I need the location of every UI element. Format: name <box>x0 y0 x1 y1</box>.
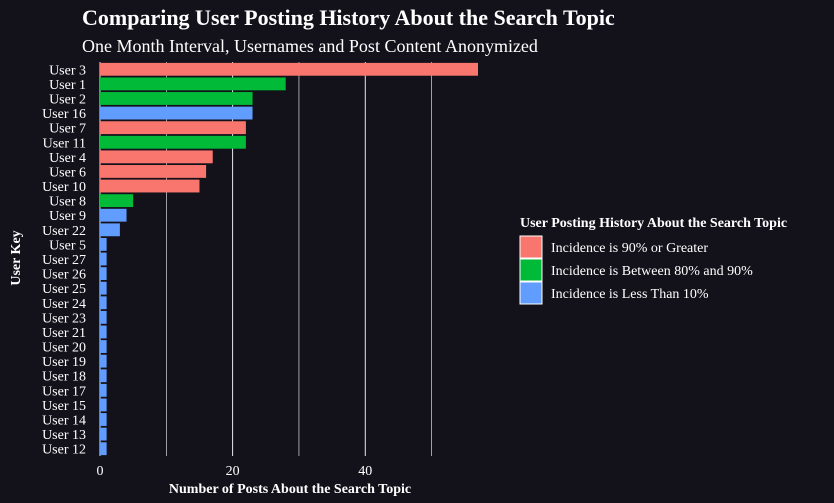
y-tick-label: User 25 <box>42 282 86 297</box>
chart-title: Comparing User Posting History About the… <box>82 5 615 30</box>
bar <box>100 369 107 383</box>
x-tick-label: 20 <box>226 464 240 479</box>
bar <box>100 179 200 193</box>
legend-label: Incidence is Between 80% and 90% <box>551 264 753 279</box>
chart-subtitle: One Month Interval, Usernames and Post C… <box>82 36 538 56</box>
legend: User Posting History About the Search To… <box>519 216 787 305</box>
y-tick-label: User 24 <box>42 297 86 312</box>
bar <box>100 383 107 397</box>
y-tick-label: User 1 <box>49 78 86 93</box>
bar <box>100 354 107 368</box>
y-tick-label: User 16 <box>42 107 86 122</box>
y-tick-label: User 11 <box>43 136 86 151</box>
bar <box>100 62 478 76</box>
legend-swatch <box>519 281 543 305</box>
y-tick-label: User 17 <box>42 384 86 399</box>
bar <box>100 150 213 164</box>
bar <box>100 296 107 310</box>
bar <box>100 398 107 412</box>
bar <box>100 237 107 251</box>
bar <box>100 281 107 295</box>
bar <box>100 135 246 149</box>
x-tick-label: 40 <box>358 464 372 479</box>
x-axis-title: Number of Posts About the Search Topic <box>169 482 411 497</box>
bar <box>100 325 107 339</box>
y-tick-label: User 18 <box>42 370 86 385</box>
bar <box>100 223 120 237</box>
y-tick-label: User 26 <box>42 268 86 283</box>
y-tick-label: User 23 <box>42 311 86 326</box>
y-tick-label: User 9 <box>49 209 86 224</box>
y-tick-label: User 22 <box>42 224 86 239</box>
bar <box>100 165 207 178</box>
bar <box>100 310 107 324</box>
legend-label: Incidence is Less Than 10% <box>551 287 709 302</box>
y-tick-label: User 15 <box>42 399 86 414</box>
bar <box>100 121 246 135</box>
bar <box>100 106 253 120</box>
y-tick-label: User 14 <box>42 414 86 429</box>
y-tick-label: User 4 <box>49 151 86 166</box>
bar <box>100 427 107 441</box>
y-tick-label: User 19 <box>42 355 86 370</box>
legend-title: User Posting History About the Search To… <box>520 216 787 231</box>
bars <box>100 62 478 456</box>
gridlines <box>99 62 432 456</box>
bar <box>100 194 134 208</box>
y-tick-label: User 13 <box>42 428 86 443</box>
y-tick-label: User 2 <box>49 92 86 107</box>
bar <box>100 92 253 105</box>
bar <box>100 252 107 266</box>
legend-swatch <box>519 258 543 282</box>
y-tick-label: User 12 <box>42 443 86 458</box>
bar <box>100 413 107 426</box>
y-tick-label: User 6 <box>49 165 86 180</box>
legend-label: Incidence is 90% or Greater <box>551 241 708 256</box>
y-tick-label: User 20 <box>42 341 86 356</box>
bar <box>100 77 286 91</box>
bar <box>100 442 107 456</box>
legend-swatch <box>519 235 543 259</box>
y-tick-label: User 7 <box>49 122 86 137</box>
x-tick-label: 0 <box>97 464 104 479</box>
bar <box>100 340 107 353</box>
bar <box>100 267 107 281</box>
bar <box>100 208 127 222</box>
y-axis-title: User Key <box>9 230 24 285</box>
x-tick-labels: 0 20 40 <box>97 464 373 479</box>
y-tick-label: User 8 <box>49 195 86 210</box>
y-tick-label: User 10 <box>42 180 86 195</box>
y-tick-label: User 3 <box>49 63 86 78</box>
y-tick-label: User 21 <box>42 326 86 341</box>
y-tick-label: User 5 <box>49 238 86 253</box>
y-tick-label: User 27 <box>42 253 86 268</box>
